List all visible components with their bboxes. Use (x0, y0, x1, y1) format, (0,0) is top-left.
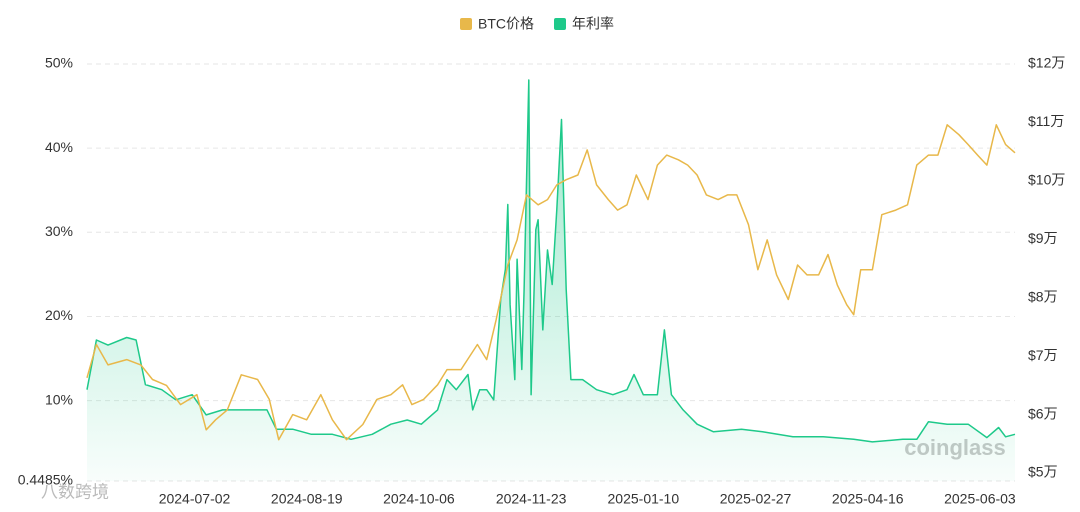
y2-tick-label: $12万 (1028, 55, 1065, 71)
line (86, 79, 1016, 443)
y2-tick-label: $5万 (1028, 464, 1058, 480)
x-tick-label: 2025-06-03 (944, 491, 1016, 507)
y2-tick-label: $7万 (1028, 347, 1058, 363)
y2-tick-label: $8万 (1028, 288, 1058, 304)
x-tick-label: 2025-02-27 (720, 491, 792, 507)
y-tick-label: 40% (45, 139, 73, 155)
y2-tick-label: $10万 (1028, 172, 1065, 188)
legend-swatch (554, 18, 566, 30)
legend-label: 年利率 (572, 16, 614, 32)
x-tick-label: 2024-08-19 (271, 491, 343, 507)
x-tick-label: 2024-10-06 (383, 491, 455, 507)
legend-swatch (460, 18, 472, 30)
x-tick-label: 2025-01-10 (608, 491, 680, 507)
y2-tick-label: $9万 (1028, 230, 1058, 246)
y-tick-label: 30% (45, 223, 73, 239)
x-tick-label: 2024-07-02 (159, 491, 231, 507)
y-tick-label: 20% (45, 307, 73, 323)
legend: BTC价格 年利率 (460, 16, 614, 32)
y-tick-label: 10% (45, 391, 73, 407)
watermark: 八数跨境 (41, 482, 109, 501)
y-tick-label: 50% (45, 55, 73, 71)
legend-label: BTC价格 (478, 16, 534, 32)
x-tick-label: 2025-04-16 (832, 491, 904, 507)
y2-tick-label: $11万 (1028, 113, 1064, 129)
x-tick-label: 2024-11-23 (496, 491, 567, 507)
y-tick-label: 0.4485% (18, 472, 73, 488)
y2-tick-label: $6万 (1028, 405, 1058, 421)
line (86, 124, 1016, 441)
